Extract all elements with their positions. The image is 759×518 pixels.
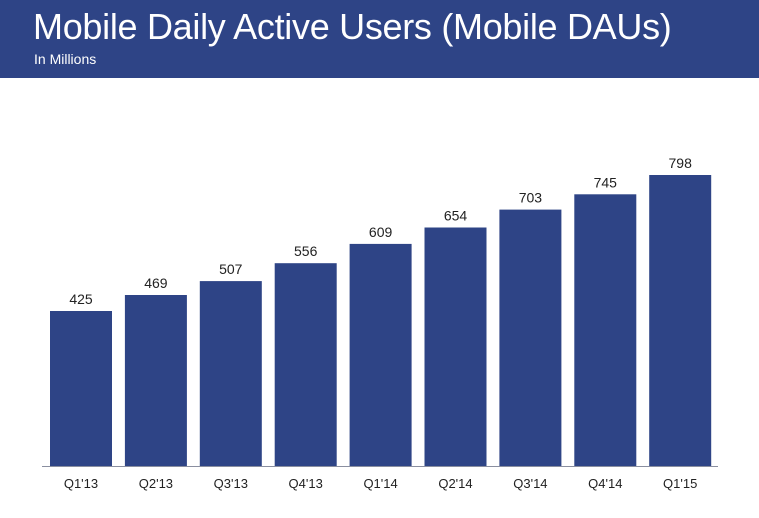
bar-value-label: 556 bbox=[294, 243, 318, 259]
bar bbox=[349, 243, 412, 466]
bar bbox=[499, 209, 562, 466]
bar-value-label: 745 bbox=[594, 174, 618, 190]
bar bbox=[199, 281, 262, 466]
bar-value-label: 654 bbox=[444, 208, 468, 224]
bar bbox=[124, 295, 187, 466]
x-tick-label: Q4'13 bbox=[289, 476, 323, 491]
x-tick-label: Q1'13 bbox=[64, 476, 98, 491]
x-tick-label: Q3'14 bbox=[513, 476, 547, 491]
chart-subtitle: In Millions bbox=[34, 51, 97, 67]
x-tick-label: Q2'14 bbox=[438, 476, 472, 491]
x-tick-label: Q2'13 bbox=[139, 476, 173, 491]
bar bbox=[424, 227, 487, 466]
header-banner: Mobile Daily Active Users (Mobile DAUs) … bbox=[0, 0, 759, 78]
x-tick-label: Q3'13 bbox=[214, 476, 248, 491]
x-tick-label: Q1'14 bbox=[363, 476, 397, 491]
bar-chart: 425 Q1'13 469 Q2'13 507 Q3'13 556 Q4'13 609 Q1'14… bbox=[42, 155, 718, 491]
bar bbox=[50, 311, 112, 466]
bar-value-label: 425 bbox=[69, 291, 93, 307]
x-tick-label: Q4'14 bbox=[588, 476, 622, 491]
bar bbox=[274, 263, 337, 466]
bar-value-label: 703 bbox=[519, 190, 543, 206]
bar-value-label: 469 bbox=[144, 275, 168, 291]
bar-value-label: 798 bbox=[669, 155, 693, 171]
x-tick-label: Q1'15 bbox=[663, 476, 697, 491]
bar bbox=[649, 175, 712, 466]
bar-value-label: 507 bbox=[219, 261, 243, 277]
chart-title: Mobile Daily Active Users (Mobile DAUs) bbox=[33, 6, 672, 47]
bar bbox=[574, 194, 637, 467]
bar-value-label: 609 bbox=[369, 224, 393, 240]
